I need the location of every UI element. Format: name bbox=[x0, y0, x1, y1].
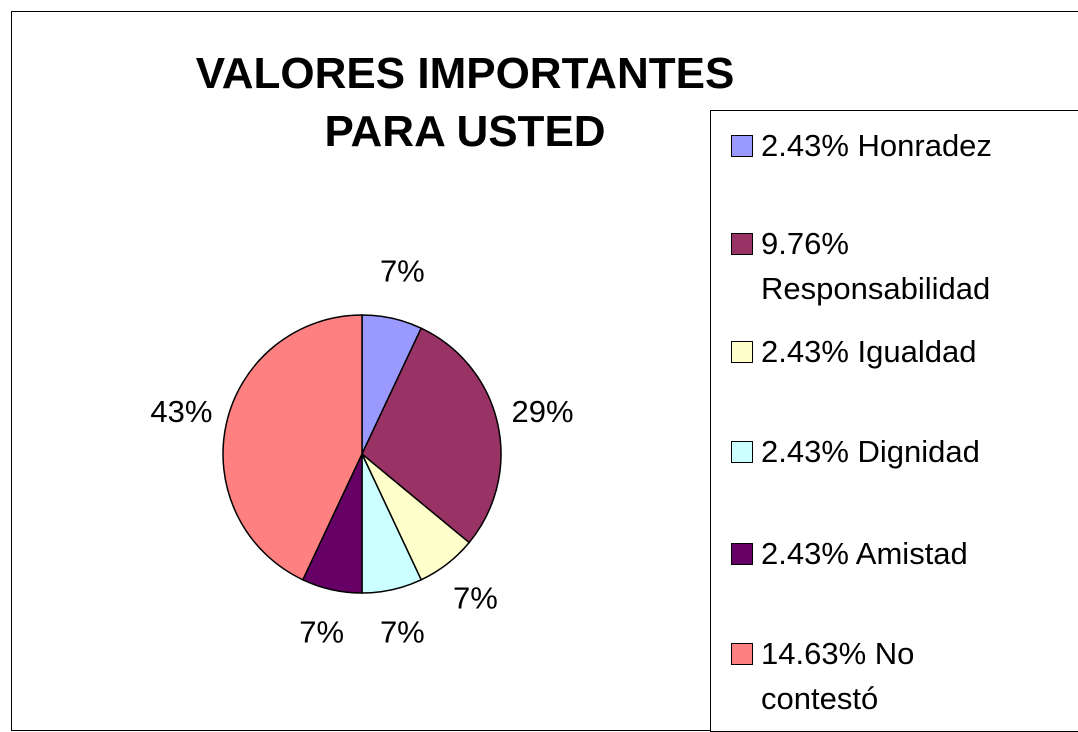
legend-label: 14.63% No contestó bbox=[761, 636, 915, 716]
data-label: 7% bbox=[299, 615, 344, 650]
legend-label: 2.43% Igualdad bbox=[761, 334, 977, 369]
data-label: 7% bbox=[380, 254, 425, 289]
legend-item: 2.43% Igualdad bbox=[731, 329, 1011, 374]
legend: 2.43% Honradez 9.76% Responsabilidad 2.43%… bbox=[710, 110, 1078, 732]
data-label: 43% bbox=[150, 394, 212, 429]
legend-label: 2.43% Dignidad bbox=[761, 434, 980, 469]
legend-label: 2.43% Honradez bbox=[761, 128, 992, 163]
legend-swatch bbox=[731, 233, 753, 255]
legend-swatch bbox=[731, 643, 753, 665]
legend-swatch bbox=[731, 341, 753, 363]
legend-item: 9.76% Responsabilidad bbox=[731, 221, 1011, 311]
legend-item: 14.63% No contestó bbox=[731, 631, 1011, 721]
legend-swatch bbox=[731, 135, 753, 157]
legend-swatch bbox=[731, 441, 753, 463]
legend-label: 9.76% Responsabilidad bbox=[761, 226, 991, 306]
chart-title: VALORES IMPORTANTES PARA USTED bbox=[195, 49, 735, 156]
legend-swatch bbox=[731, 543, 753, 565]
chart: 7% 29% 7% 7% 7% 43% bbox=[150, 254, 574, 650]
data-label: 29% bbox=[512, 394, 574, 429]
legend-label: 2.43% Amistad bbox=[761, 536, 968, 571]
legend-item: 2.43% Honradez bbox=[731, 123, 1011, 168]
pie-slice bbox=[222, 314, 363, 581]
page: 7% 29% 7% 7% 7% 43% VALORES IMPORTANTES PARA … bbox=[11, 11, 1078, 732]
legend-item: 2.43% Amistad bbox=[731, 531, 1011, 576]
data-label: 7% bbox=[380, 615, 425, 650]
pie-slice bbox=[361, 327, 502, 544]
legend-item: 2.43% Dignidad bbox=[731, 429, 1011, 474]
data-label: 7% bbox=[453, 580, 498, 615]
